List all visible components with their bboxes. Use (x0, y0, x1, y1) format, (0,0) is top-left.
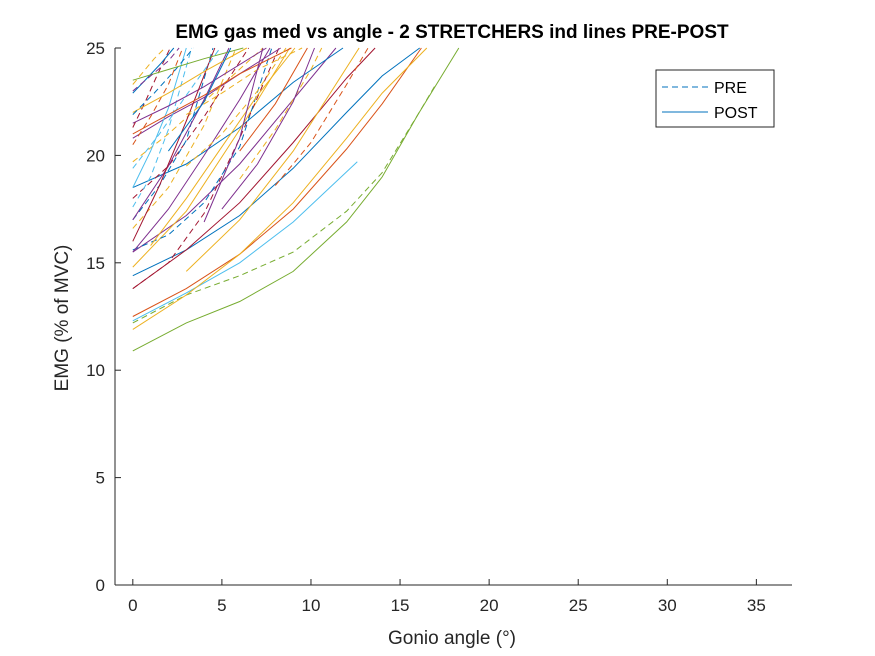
series-line-post-42 (239, 47, 308, 152)
series-line-post-38 (167, 47, 232, 152)
y-tick-label: 25 (86, 39, 105, 58)
x-tick-label: 35 (747, 596, 766, 615)
legend-box (655, 69, 775, 128)
legend: PRE POST (655, 69, 775, 128)
series-line-post-4 (132, 47, 428, 330)
x-tick-label: 20 (480, 596, 499, 615)
series-line-pre-15 (132, 47, 250, 199)
y-tick-label: 20 (86, 146, 105, 165)
series-line-pre-29 (132, 47, 194, 115)
series-line-pre-18 (132, 47, 193, 208)
x-tick-label: 0 (128, 596, 137, 615)
chart-title: EMG gas med vs angle - 2 STRETCHERS ind … (175, 22, 729, 43)
chart-axes: 0 5 10 15 20 25 30 35 0 5 10 15 20 25 (86, 39, 792, 615)
series-line-post-8 (132, 47, 344, 189)
series-line-pre-40 (186, 47, 303, 116)
series-line-post-20 (132, 47, 267, 124)
y-tick-label: 15 (86, 254, 105, 273)
legend-post-label: POST (714, 105, 758, 122)
series-line-post-3 (132, 47, 422, 317)
series-line-post-9 (132, 47, 291, 268)
series-line-post-19 (132, 47, 187, 188)
series-line-pre-1 (132, 84, 437, 324)
series-line-pre-35 (274, 47, 369, 186)
x-tick-label: 30 (658, 596, 677, 615)
series-line-post-13 (132, 47, 281, 139)
series-line-pre-11 (132, 47, 273, 251)
y-tick-label: 10 (86, 361, 105, 380)
x-tick-label: 5 (217, 596, 226, 615)
series-line-pre-16 (132, 47, 264, 163)
series-line-pre-27 (132, 47, 221, 169)
series-line-post-37 (221, 47, 315, 210)
x-axis-label: Gonio angle (°) (388, 628, 516, 649)
series-line-post-30 (132, 47, 292, 135)
legend-pre-label: PRE (714, 80, 747, 97)
series-line-post-41 (203, 47, 264, 223)
y-tick-label: 5 (96, 469, 105, 488)
y-axis-label: EMG (% of MVC) (52, 245, 73, 392)
y-tick-label: 0 (96, 576, 105, 595)
series-line-pre-36 (185, 47, 287, 167)
series-line-post-7 (132, 47, 337, 253)
series-line-pre-24 (132, 47, 166, 85)
series-line-pre-22 (132, 47, 171, 128)
series-line-pre-32 (132, 47, 180, 92)
series-line-post-39 (150, 47, 296, 246)
series-line-post-12 (132, 47, 271, 253)
series-line-post-23 (132, 47, 175, 94)
chart-lines (132, 47, 460, 352)
series-line-post-33 (185, 47, 360, 272)
x-tick-label: 10 (302, 596, 321, 615)
series-line-post-26 (132, 47, 216, 242)
series-line-pre-34 (239, 47, 323, 180)
series-line-post-2 (132, 161, 358, 322)
series-line-post-6 (132, 47, 376, 290)
x-tick-label: 25 (569, 596, 588, 615)
series-line-pre-21 (132, 47, 184, 145)
series-line-post-31 (132, 47, 244, 81)
series-line-pre-17 (132, 47, 214, 221)
series-line-pre-14 (132, 47, 237, 229)
series-line-post-25 (132, 47, 230, 221)
x-tick-label: 15 (391, 596, 410, 615)
